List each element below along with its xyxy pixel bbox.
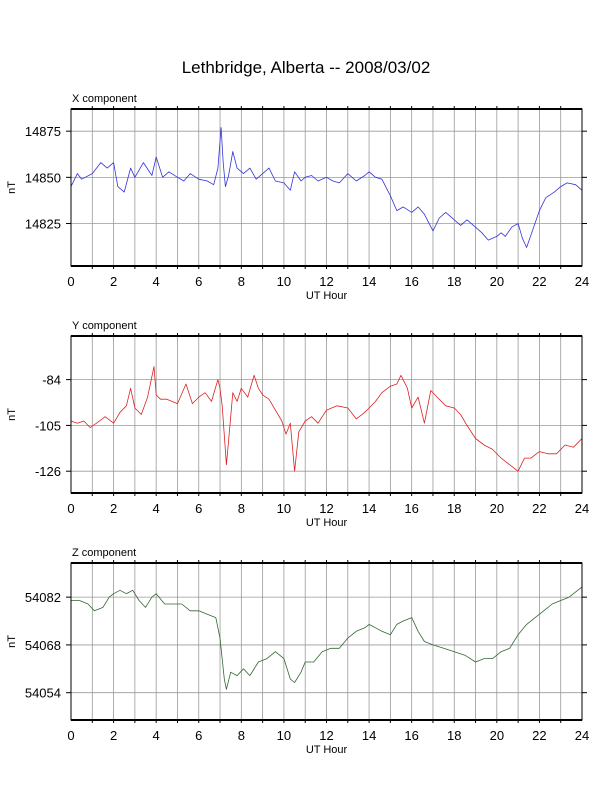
page-title: Lethbridge, Alberta -- 2008/03/02 xyxy=(181,58,431,77)
series-line xyxy=(70,366,583,472)
x-tick-label: 24 xyxy=(575,274,589,289)
y-tick-label: 54082 xyxy=(25,590,61,605)
x-tick-label: 18 xyxy=(447,274,461,289)
y-axis-label: nT xyxy=(6,408,18,421)
y-tick-label: 54068 xyxy=(25,638,61,653)
x-tick-label: 12 xyxy=(319,728,333,743)
x-tick-label: 6 xyxy=(195,728,202,743)
x-tick-label: 8 xyxy=(238,501,245,516)
x-tick-label: 4 xyxy=(153,501,160,516)
x-tick-label: 18 xyxy=(447,501,461,516)
x-tick-label: 4 xyxy=(153,728,160,743)
y-axis-label: nT xyxy=(6,181,18,194)
y-tick-label: 54054 xyxy=(25,686,61,701)
x-tick-label: 14 xyxy=(362,728,376,743)
x-tick-label: 2 xyxy=(110,501,117,516)
x-tick-label: 8 xyxy=(238,728,245,743)
x-tick-label: 0 xyxy=(67,501,74,516)
series-line xyxy=(71,586,583,690)
y-tick-label: 14825 xyxy=(25,217,61,232)
x-tick-label: 20 xyxy=(490,501,504,516)
x-tick-label: 22 xyxy=(532,274,546,289)
series-line xyxy=(70,127,583,248)
x-tick-label: 16 xyxy=(404,274,418,289)
x-tick-label: 14 xyxy=(362,501,376,516)
x-tick-label: 18 xyxy=(447,728,461,743)
x-tick-label: 0 xyxy=(67,274,74,289)
x-tick-label: 24 xyxy=(575,501,589,516)
x-tick-label: 12 xyxy=(319,274,333,289)
x-tick-label: 6 xyxy=(195,501,202,516)
x-tick-label: 2 xyxy=(110,728,117,743)
x-axis-label: UT Hour xyxy=(306,290,348,302)
y-axis-label: nT xyxy=(6,635,18,648)
panel-label: X component xyxy=(72,93,137,105)
x-tick-label: 0 xyxy=(67,728,74,743)
panel-label: Y component xyxy=(72,320,137,332)
y-tick-label: -105 xyxy=(35,418,61,433)
x-tick-label: 22 xyxy=(532,501,546,516)
x-tick-label: 10 xyxy=(277,501,291,516)
x-axis-label: UT Hour xyxy=(306,517,348,529)
x-tick-label: 16 xyxy=(404,728,418,743)
x-tick-label: 12 xyxy=(319,501,333,516)
y-tick-label: -84 xyxy=(42,373,61,388)
x-tick-label: 22 xyxy=(532,728,546,743)
x-tick-label: 14 xyxy=(362,274,376,289)
y-tick-label: 14875 xyxy=(25,124,61,139)
x-tick-label: 10 xyxy=(277,274,291,289)
x-tick-label: 6 xyxy=(195,274,202,289)
x-tick-label: 4 xyxy=(153,274,160,289)
x-tick-label: 24 xyxy=(575,728,589,743)
panel-label: Z component xyxy=(72,547,136,559)
y-tick-label: 14850 xyxy=(25,170,61,185)
x-tick-label: 8 xyxy=(238,274,245,289)
x-tick-label: 10 xyxy=(277,728,291,743)
x-tick-label: 2 xyxy=(110,274,117,289)
x-axis-label: UT Hour xyxy=(306,744,348,756)
y-tick-label: -126 xyxy=(35,464,61,479)
x-tick-label: 20 xyxy=(490,274,504,289)
x-tick-label: 16 xyxy=(404,501,418,516)
x-tick-label: 20 xyxy=(490,728,504,743)
